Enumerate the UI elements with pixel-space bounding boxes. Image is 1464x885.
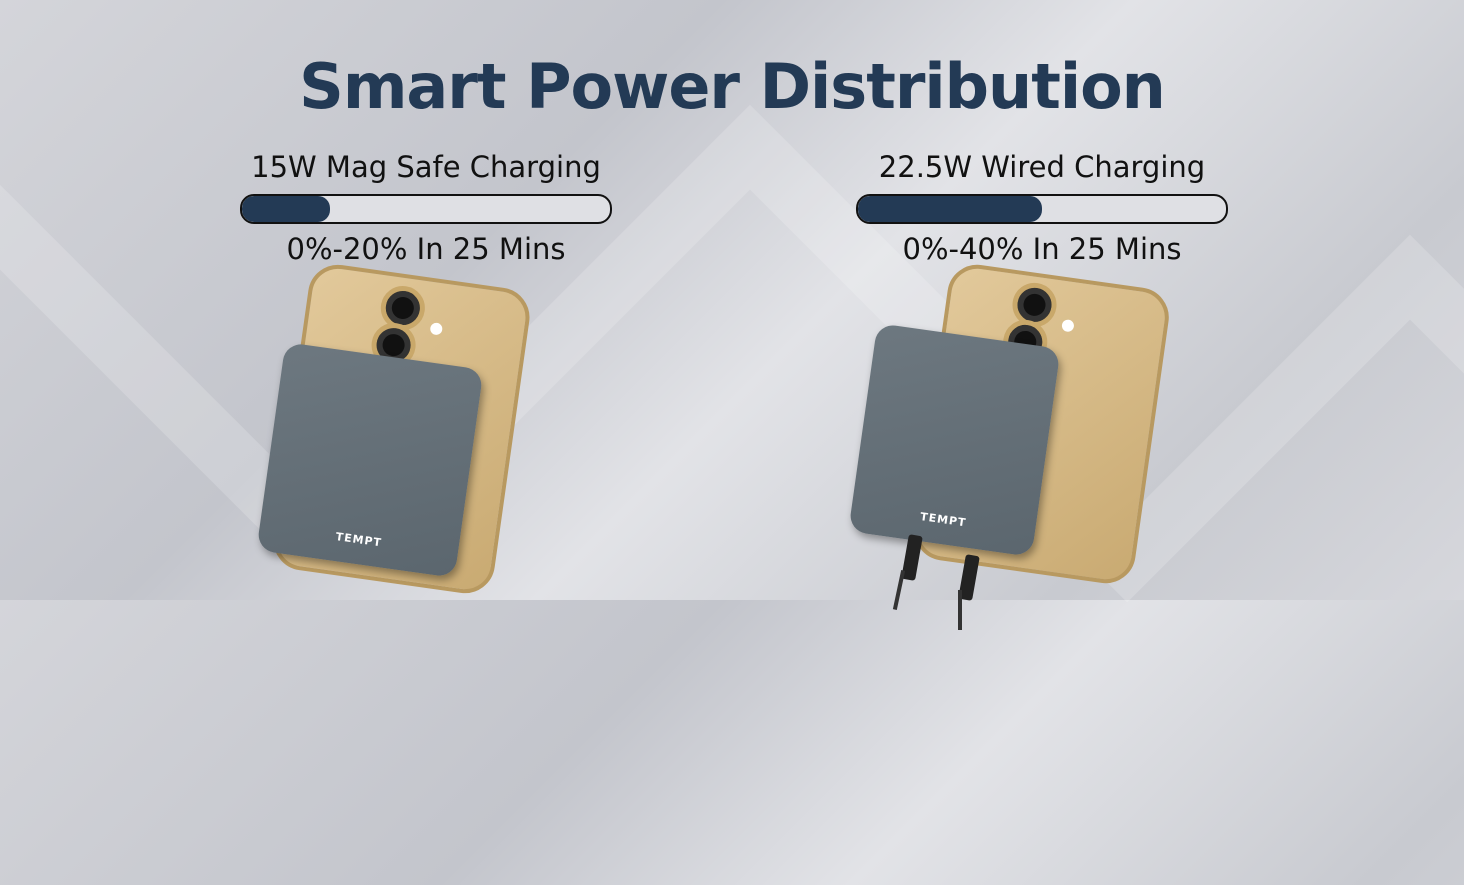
usb-cable — [958, 590, 962, 630]
flash-icon — [1061, 318, 1075, 333]
brand-logo: TEMPT — [919, 510, 968, 530]
brand-logo: TEMPT — [334, 530, 383, 550]
powerbank-image: TEMPT — [848, 323, 1061, 557]
wired-progress-fill — [858, 196, 1042, 222]
flash-icon — [429, 322, 444, 336]
wired-charging-block: 22.5W Wired Charging 0%-40% In 25 Mins — [852, 150, 1232, 266]
magsafe-label: 15W Mag Safe Charging — [251, 150, 601, 184]
powerbank-image: TEMPT — [256, 342, 484, 578]
wired-label: 22.5W Wired Charging — [878, 150, 1206, 184]
wired-subtitle: 0%-40% In 25 Mins — [902, 232, 1182, 266]
magsafe-progress-bar — [240, 194, 612, 224]
magsafe-progress-fill — [242, 196, 331, 222]
magsafe-subtitle: 0%-20% In 25 Mins — [286, 232, 566, 266]
page-title: Smart Power Distribution — [299, 50, 1166, 123]
magsafe-charging-block: 15W Mag Safe Charging 0%-20% In 25 Mins — [236, 150, 616, 266]
wired-progress-bar — [856, 194, 1228, 224]
